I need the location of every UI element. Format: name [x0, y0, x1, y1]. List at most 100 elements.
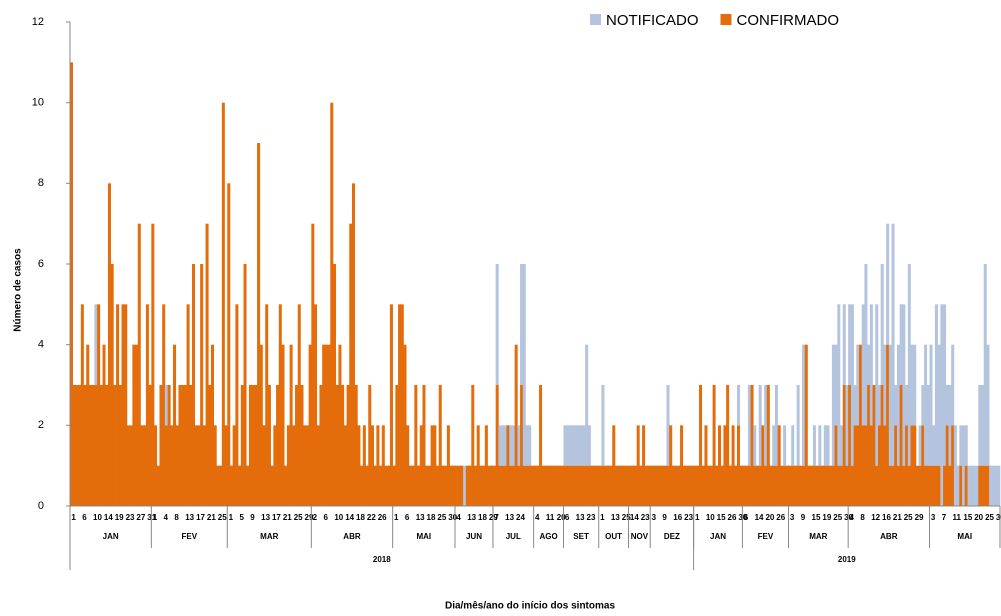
bar-confirmado: [200, 264, 204, 506]
bar-confirmado: [821, 465, 825, 506]
bar-confirmado: [859, 344, 863, 506]
bar-confirmado: [639, 465, 643, 506]
x-tick-label: 29: [489, 513, 498, 522]
bar-notificado: [888, 344, 892, 466]
bar-confirmado: [869, 425, 873, 506]
bar-confirmado: [964, 465, 968, 506]
bar-confirmado: [183, 385, 187, 506]
bar-confirmado: [528, 465, 532, 506]
x-tick-label: 15: [812, 513, 821, 522]
bar-confirmado: [604, 465, 608, 506]
bar-confirmado: [490, 465, 494, 506]
bar-notificado: [926, 385, 930, 466]
bar-confirmado: [951, 425, 955, 506]
x-tick-label: 4: [850, 513, 855, 522]
bar-notificado: [823, 425, 827, 466]
bar-confirmado: [785, 465, 789, 506]
bar-confirmado: [341, 385, 345, 506]
bar-confirmado: [167, 385, 171, 506]
bar-confirmado: [514, 344, 518, 506]
bar-confirmado: [810, 465, 814, 506]
bar-confirmado: [707, 465, 711, 506]
bar-confirmado: [943, 465, 947, 506]
bar-confirmado: [276, 385, 280, 506]
x-tick-label: 8: [860, 513, 865, 522]
x-tick-label: 18: [478, 513, 487, 522]
bar-confirmado: [173, 344, 177, 506]
bar-notificado: [495, 264, 499, 385]
x-tick-label: 14: [345, 513, 354, 522]
x-tick-label: 18: [356, 513, 365, 522]
bar-notificado: [940, 304, 944, 506]
bar-confirmado: [837, 465, 841, 506]
bar-confirmado: [162, 304, 166, 506]
bar-confirmado: [598, 465, 602, 506]
bar-confirmado: [351, 183, 355, 507]
bar-confirmado: [766, 385, 770, 506]
bar-confirmado: [601, 465, 605, 506]
y-tick-label: 10: [32, 97, 44, 109]
x-tick-label: 23: [684, 513, 693, 522]
bar-confirmado: [438, 385, 442, 506]
bar-confirmado: [723, 425, 727, 506]
bar-notificado: [850, 304, 854, 466]
x-tick-label: 11: [953, 513, 962, 522]
x-tick-label: 19: [822, 513, 831, 522]
bar-notificado: [837, 304, 841, 466]
bar-confirmado: [582, 465, 586, 506]
bar-confirmado: [574, 465, 578, 506]
x-tick-label: 12: [871, 513, 880, 522]
bar-confirmado: [652, 465, 656, 506]
bar-confirmado: [72, 385, 76, 506]
bar-confirmado: [506, 425, 510, 506]
bar-confirmado: [349, 223, 353, 506]
bar-confirmado: [688, 465, 692, 506]
bar-confirmado: [126, 425, 130, 506]
bar-confirmado: [533, 465, 537, 506]
bar-confirmado: [948, 465, 952, 506]
bar-confirmado: [788, 465, 792, 506]
bar-confirmado: [292, 425, 296, 506]
bar-notificado: [772, 425, 776, 466]
bar-confirmado: [411, 465, 415, 506]
bar-confirmado: [97, 304, 101, 506]
x-tick-label: 4: [164, 513, 169, 522]
x-tick-label: 7: [942, 513, 947, 522]
bar-confirmado: [655, 465, 659, 506]
month-label: JAN: [103, 532, 119, 541]
x-tick-label: 25: [622, 513, 631, 522]
bar-confirmado: [487, 465, 491, 506]
bar-confirmado: [924, 465, 928, 506]
bar-notificado: [568, 425, 572, 466]
bar-confirmado: [254, 385, 258, 506]
x-tick-label: 19: [115, 513, 124, 522]
bar-confirmado: [587, 465, 591, 506]
month-label: FEV: [758, 532, 774, 541]
bar-confirmado: [175, 425, 179, 506]
bar-confirmado: [379, 465, 383, 506]
bar-notificado: [913, 344, 917, 426]
bar-confirmado: [677, 465, 681, 506]
x-tick-label: 20: [557, 513, 566, 522]
x-tick-label: 1: [695, 513, 700, 522]
bar-confirmado: [525, 465, 529, 506]
bar-confirmado: [829, 465, 833, 506]
bar-confirmado: [764, 465, 768, 506]
bar-confirmado: [330, 102, 334, 507]
x-tick-label: 21: [207, 513, 216, 522]
bar-notificado: [907, 264, 911, 466]
bar-notificado: [932, 425, 936, 466]
bar-notificado: [582, 425, 586, 466]
bar-confirmado: [270, 465, 274, 506]
y-tick-label: 0: [38, 500, 44, 512]
bar-confirmado: [577, 465, 581, 506]
x-tick-label: 13: [467, 513, 476, 522]
bar-confirmado: [124, 304, 128, 506]
bar-notificado: [951, 344, 955, 426]
x-tick-label: 5: [239, 513, 244, 522]
bar-confirmado: [560, 465, 564, 506]
bar-notificado: [945, 385, 949, 426]
bar-confirmado: [709, 465, 713, 506]
bar-notificado: [867, 344, 871, 385]
x-tick-label: 9: [662, 513, 667, 522]
